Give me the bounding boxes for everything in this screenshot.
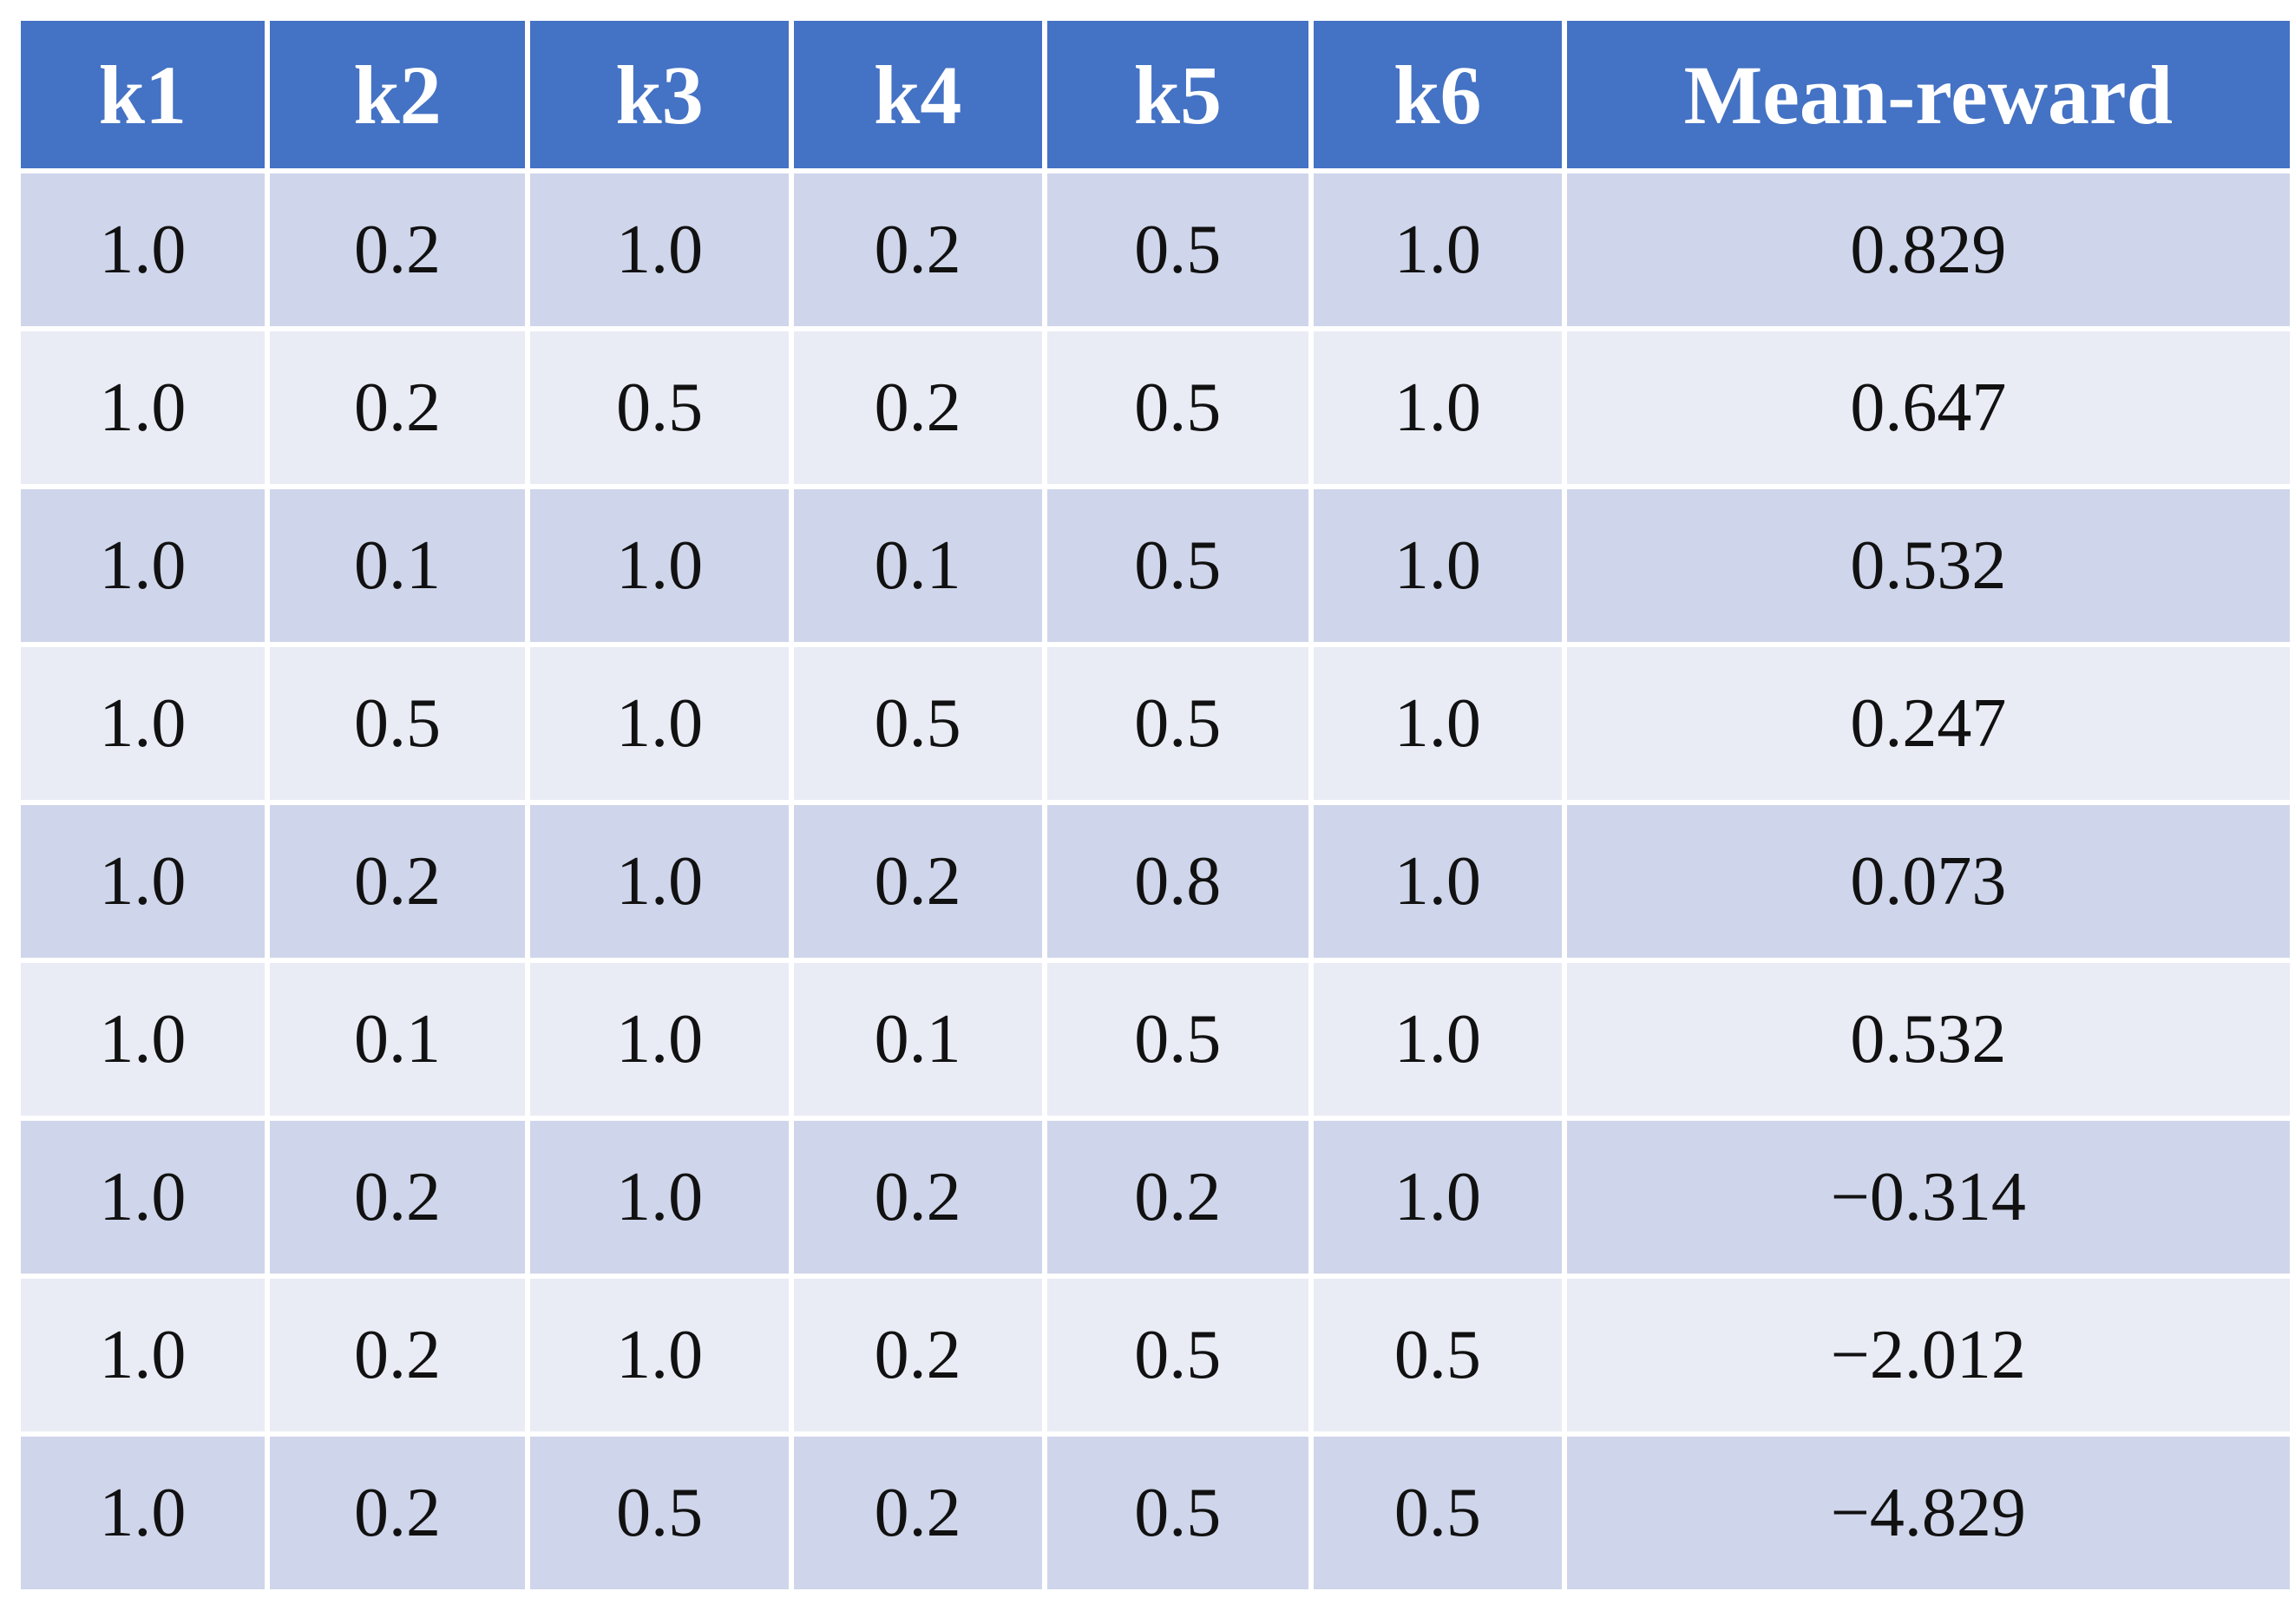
table-cell: 1.0 — [1314, 805, 1562, 958]
table-cell: 1.0 — [1314, 174, 1562, 326]
table-cell: 1.0 — [21, 805, 265, 958]
table-cell: 1.0 — [530, 963, 789, 1116]
table-row: 1.0 0.2 1.0 0.2 0.8 1.0 0.073 — [21, 805, 2290, 958]
table-row: 1.0 0.2 1.0 0.2 0.2 1.0 −0.314 — [21, 1121, 2290, 1274]
table-cell: 0.247 — [1566, 647, 2290, 800]
table-cell: 0.5 — [1314, 1279, 1562, 1431]
table-cell: 1.0 — [530, 647, 789, 800]
header-cell: Mean-reward — [1566, 21, 2290, 168]
table-cell: 0.5 — [1046, 647, 1308, 800]
header-cell: k3 — [530, 21, 789, 168]
table-cell: 1.0 — [21, 647, 265, 800]
header-cell: k2 — [269, 21, 526, 168]
table-cell: 0.1 — [793, 963, 1042, 1116]
table-cell: 0.1 — [793, 489, 1042, 642]
table-row: 1.0 0.2 0.5 0.2 0.5 0.5 −4.829 — [21, 1437, 2290, 1589]
table-cell: 0.5 — [1046, 963, 1308, 1116]
table-body: 1.0 0.2 1.0 0.2 0.5 1.0 0.829 1.0 0.2 0.5 0.2 0.5 1.… — [21, 174, 2290, 1589]
table-cell: 0.2 — [793, 1121, 1042, 1274]
table-cell: 1.0 — [530, 489, 789, 642]
header-row: k1 k2 k3 k4 k5 k6 Mean-reward — [21, 21, 2290, 168]
table-cell: 0.5 — [530, 1437, 789, 1589]
table-row: 1.0 0.1 1.0 0.1 0.5 1.0 0.532 — [21, 489, 2290, 642]
table-cell: 0.2 — [793, 174, 1042, 326]
table-cell: 1.0 — [530, 1279, 789, 1431]
table-cell: 1.0 — [21, 1121, 265, 1274]
table-cell: 0.5 — [1046, 331, 1308, 484]
results-table: k1 k2 k3 k4 k5 k6 Mean-reward 1.0 0.2 1.0 0.2 0.5 1… — [16, 16, 2295, 1595]
table-row: 1.0 0.2 1.0 0.2 0.5 0.5 −2.012 — [21, 1279, 2290, 1431]
table-cell: 1.0 — [1314, 331, 1562, 484]
table-cell: 1.0 — [530, 174, 789, 326]
table-cell: 0.532 — [1566, 489, 2290, 642]
table-cell: 0.2 — [793, 331, 1042, 484]
table-row: 1.0 0.2 1.0 0.2 0.5 1.0 0.829 — [21, 174, 2290, 326]
table-cell: 0.2 — [269, 1279, 526, 1431]
table-cell: 1.0 — [1314, 647, 1562, 800]
table-cell: 1.0 — [21, 1437, 265, 1589]
table-cell: 1.0 — [21, 331, 265, 484]
table-cell: 0.2 — [269, 174, 526, 326]
table-cell: 0.2 — [269, 331, 526, 484]
table-cell: 0.5 — [1314, 1437, 1562, 1589]
header-cell: k5 — [1046, 21, 1308, 168]
table-cell: 0.8 — [1046, 805, 1308, 958]
table-cell: 1.0 — [1314, 489, 1562, 642]
table-cell: 0.2 — [269, 1121, 526, 1274]
table-cell: 1.0 — [21, 489, 265, 642]
table-cell: 0.2 — [269, 1437, 526, 1589]
table-cell: 0.5 — [1046, 489, 1308, 642]
table-cell: 0.2 — [793, 1437, 1042, 1589]
header-cell: k1 — [21, 21, 265, 168]
table-cell: 0.5 — [269, 647, 526, 800]
table-row: 1.0 0.1 1.0 0.1 0.5 1.0 0.532 — [21, 963, 2290, 1116]
table-row: 1.0 0.5 1.0 0.5 0.5 1.0 0.247 — [21, 647, 2290, 800]
table-cell: 0.5 — [1046, 174, 1308, 326]
table-cell: 0.647 — [1566, 331, 2290, 484]
header-cell: k4 — [793, 21, 1042, 168]
table-cell: 1.0 — [1314, 963, 1562, 1116]
table-cell: 0.5 — [793, 647, 1042, 800]
table-cell: 0.5 — [530, 331, 789, 484]
table-cell: 1.0 — [21, 174, 265, 326]
table-cell: −0.314 — [1566, 1121, 2290, 1274]
table-cell: 1.0 — [530, 805, 789, 958]
table-cell: 1.0 — [530, 1121, 789, 1274]
table-cell: 0.1 — [269, 963, 526, 1116]
table-cell: 1.0 — [21, 1279, 265, 1431]
table-cell: 0.1 — [269, 489, 526, 642]
table-cell: 1.0 — [1314, 1121, 1562, 1274]
header-cell: k6 — [1314, 21, 1562, 168]
table-cell: 0.2 — [793, 805, 1042, 958]
table-cell: 0.5 — [1046, 1279, 1308, 1431]
table-cell: 0.829 — [1566, 174, 2290, 326]
table-cell: 1.0 — [21, 963, 265, 1116]
table-cell: 0.532 — [1566, 963, 2290, 1116]
table-row: 1.0 0.2 0.5 0.2 0.5 1.0 0.647 — [21, 331, 2290, 484]
table-cell: 0.5 — [1046, 1437, 1308, 1589]
table-cell: 0.073 — [1566, 805, 2290, 958]
table-cell: −4.829 — [1566, 1437, 2290, 1589]
table-cell: −2.012 — [1566, 1279, 2290, 1431]
table-cell: 0.2 — [1046, 1121, 1308, 1274]
table-cell: 0.2 — [793, 1279, 1042, 1431]
table-cell: 0.2 — [269, 805, 526, 958]
